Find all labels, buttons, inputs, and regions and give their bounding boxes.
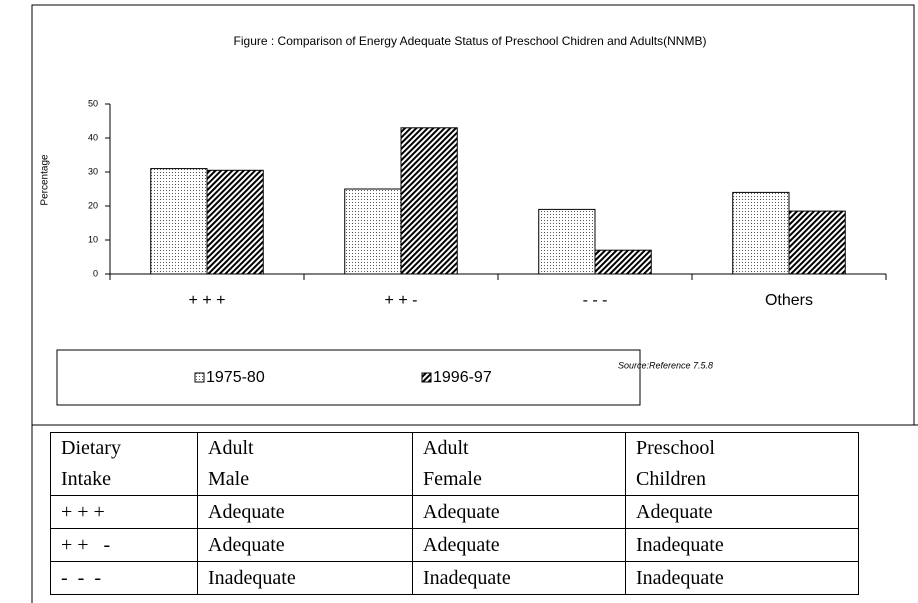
- y-axis-label: Percentage: [40, 154, 51, 206]
- table-cell: Inadequate: [625, 528, 859, 562]
- header-text: Adult Male: [208, 437, 254, 490]
- frame: [31, 4, 915, 603]
- y-tick-label: 20: [88, 200, 98, 210]
- header-text: Dietary Intake: [61, 437, 121, 490]
- table-cell: Adult Male: [197, 432, 413, 496]
- table-cell: Dietary Intake: [50, 432, 198, 496]
- table-cell: Adequate: [197, 495, 413, 529]
- table-cell: Adequate: [625, 495, 859, 529]
- header-text: Preschool Children: [636, 437, 715, 490]
- bar: [594, 249, 652, 275]
- y-tick-label: 30: [88, 166, 98, 176]
- bar: [538, 208, 596, 275]
- y-tick-label: 0: [93, 268, 98, 278]
- bar: [788, 210, 846, 275]
- x-tick-label: + + -: [385, 292, 418, 309]
- header-text: Adult Female: [423, 437, 482, 490]
- y-tick-label: 50: [88, 98, 98, 108]
- legend-label: 1975-80: [206, 369, 265, 386]
- table-cell: Inadequate: [625, 561, 859, 595]
- x-tick-label: + + +: [189, 292, 226, 309]
- source-note: Source:Reference 7.5.8: [618, 360, 713, 370]
- table-cell: Adequate: [197, 528, 413, 562]
- bar: [206, 169, 264, 275]
- legend-box: [56, 349, 641, 406]
- table-cell: - - -: [50, 561, 198, 595]
- bar: [400, 127, 458, 275]
- bar: [150, 168, 208, 275]
- table-row: + + - Adequate Adequate Inadequate: [50, 528, 859, 562]
- table-cell: + + -: [50, 528, 198, 562]
- table-row: - - - Inadequate Inadequate Inadequate: [50, 561, 859, 595]
- table: Dietary Intake Adult Male Adult Female Pres…: [50, 432, 859, 595]
- table-cell: Adequate: [412, 528, 626, 562]
- chart-title: Figure : Comparison of Energy Adequate S…: [234, 34, 707, 48]
- table-cell: Inadequate: [197, 561, 413, 595]
- legend-label: 1996-97: [433, 369, 492, 386]
- bar: [732, 191, 790, 275]
- x-tick-label: Others: [765, 292, 813, 309]
- table-cell: Preschool Children: [625, 432, 859, 496]
- y-tick-label: 40: [88, 132, 98, 142]
- table-row: + + + Adequate Adequate Adequate: [50, 495, 859, 529]
- x-tick-label: - - -: [583, 292, 608, 309]
- y-tick-label: 10: [88, 234, 98, 244]
- bar: [344, 188, 402, 275]
- table-cell: Adult Female: [412, 432, 626, 496]
- header-row: Dietary Intake Adult Male Adult Female Pres…: [50, 432, 859, 496]
- table-cell: Adequate: [412, 495, 626, 529]
- legend-swatch: [421, 372, 432, 383]
- table-cell: + + +: [50, 495, 198, 529]
- legend-swatch: [194, 372, 205, 383]
- table-cell: Inadequate: [412, 561, 626, 595]
